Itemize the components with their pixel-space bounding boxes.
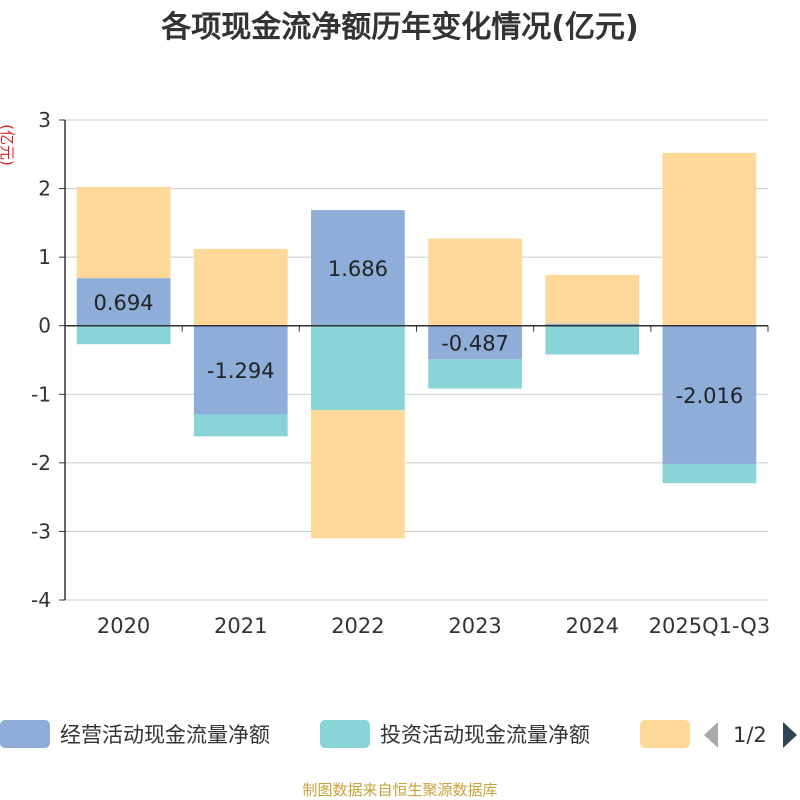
bar-2023-series-2: [428, 238, 522, 326]
bar-2022-series-1: [311, 325, 405, 411]
legend-prev-icon[interactable]: [704, 722, 718, 748]
data-label-2023: -0.487: [441, 331, 509, 355]
x-tick-label: 2023: [448, 614, 501, 638]
y-tick-label: -4: [31, 588, 51, 612]
bar-2025Q1-Q3-series-0: [662, 325, 757, 464]
bar-2024-series-2: [545, 274, 640, 324]
y-tick-label: 2: [38, 177, 51, 201]
legend-swatch-1: [320, 720, 370, 748]
bar-2023-series-1: [428, 359, 522, 389]
legend-next-icon[interactable]: [783, 722, 797, 748]
bar-2020-series-0: [76, 278, 171, 326]
y-tick-label: -3: [31, 519, 51, 543]
x-tick-label: 2020: [97, 614, 150, 638]
x-tick-label: 2022: [331, 614, 384, 638]
legend-label-1: 投资活动现金流量净额: [380, 723, 590, 747]
x-tick-label: 2025Q1-Q3: [649, 614, 771, 638]
bar-2024-series-1: [545, 325, 640, 355]
data-label-2020: 0.694: [94, 291, 154, 315]
y-axis-unit-label: (亿元): [0, 124, 16, 166]
x-tick-label: 2021: [214, 614, 267, 638]
y-tick-label: 3: [38, 108, 51, 132]
bar-2025Q1-Q3-series-2: [662, 152, 757, 326]
bar-2024-series-0: [545, 323, 640, 326]
bar-2021-series-2: [193, 248, 288, 326]
legend-page-indicator: 1/2: [733, 723, 767, 747]
bar-2022-series-0: [311, 210, 405, 326]
bars: [76, 152, 757, 539]
y-tick-label: -1: [31, 382, 51, 406]
source-note: 制图数据来自恒生聚源数据库: [302, 781, 497, 799]
y-tick-label: 1: [38, 245, 51, 269]
bar-2023-series-0: [428, 325, 522, 360]
data-label-2022: 1.686: [328, 257, 388, 281]
bar-2020-series-2: [76, 186, 171, 279]
legend: 经营活动现金流量净额 投资活动现金流量净额 1/2: [0, 720, 797, 748]
x-tick-label: 2024: [566, 614, 619, 638]
axes: 2020 2021 2022 2023 2024 2025Q1-Q3: [64, 120, 771, 638]
data-label-2025Q1-Q3: -2.016: [676, 384, 744, 408]
bar-2021-series-1: [193, 414, 288, 437]
data-label-2021: -1.294: [207, 359, 275, 383]
bar-2020-series-1: [76, 325, 171, 345]
y-tick-label: -2: [31, 451, 51, 475]
data-labels: 0.694 -1.294 1.686 -0.487 -2.016: [94, 257, 744, 408]
bar-2025Q1-Q3-series-1: [662, 463, 757, 484]
chart-title: 各项现金流净额历年变化情况(亿元): [160, 10, 638, 45]
legend-swatch-2: [640, 720, 690, 748]
legend-label-0: 经营活动现金流量净额: [60, 723, 270, 747]
legend-swatch-0: [0, 720, 50, 748]
bar-2022-series-2: [311, 410, 405, 539]
y-tick-label: 0: [38, 314, 51, 338]
bar-2021-series-0: [193, 325, 288, 415]
